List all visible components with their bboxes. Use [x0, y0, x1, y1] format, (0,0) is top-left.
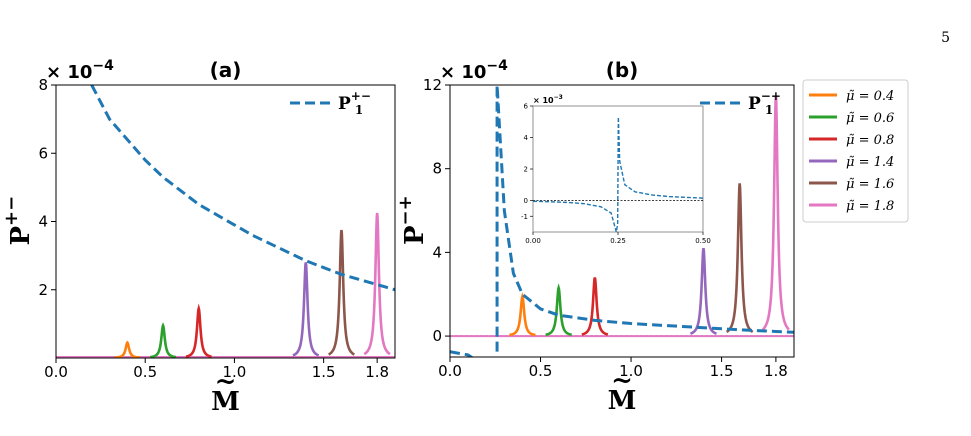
legend-label-mu-0-6: μ̃ = 0.6: [846, 111, 894, 126]
inset-multiplier: × 10−3: [533, 94, 563, 105]
dashed-series-P1: [90, 85, 395, 292]
inset-x-tick-label: 0.50: [695, 237, 711, 245]
x-tick-label: 1.5: [312, 363, 336, 381]
y-tick-label: 6: [38, 144, 48, 162]
y-multiplier: × 10−4: [440, 58, 508, 83]
dashed-legend-sub: 1: [765, 103, 773, 117]
peak-mu-1-6: [328, 229, 355, 356]
legend-label-mu-1-8: μ̃ = 1.8: [846, 199, 894, 214]
inset-multiplier-exponent: −3: [554, 94, 563, 101]
peak-mu-0-4: [114, 340, 141, 358]
panel-title: (a): [210, 58, 242, 82]
x-tick-label: 0.0: [44, 363, 68, 381]
x-tick-label: 1.8: [764, 362, 788, 380]
peak-mu-0-6: [545, 283, 572, 337]
inset-y-tick-label: 2: [524, 166, 528, 174]
x-axis-label: M: [608, 386, 637, 416]
mu-legend: μ̃ = 0.4 μ̃ = 0.6 μ̃ = 0.8 μ̃ = 1.4 μ̃ = 1.6…: [802, 79, 909, 223]
y-multiplier: × 10−4: [46, 58, 114, 83]
inset-y-tick-label: 0: [524, 197, 528, 205]
legend-label-mu-1-6: μ̃ = 1.6: [846, 177, 894, 192]
y-tick-label: 0: [432, 327, 442, 345]
legend-label-mu-0-8: μ̃ = 0.8: [846, 133, 894, 148]
dashed-legend-sup: +−: [351, 89, 371, 103]
panel-a: 0.0 0.5 1.0 1.5 1.8 2 4 6 8× 10−4 (a) M~ P+− P+− 1: [1, 58, 396, 417]
x-tick-label: 1.0: [619, 362, 643, 380]
y-axis-label: P+−: [1, 196, 36, 246]
y-axis-label: P−+: [395, 195, 430, 245]
inset-x-tick-label: 0.00: [525, 237, 541, 245]
x-tick-label: 1.8: [365, 363, 389, 381]
x-tick-label: 0.5: [133, 363, 157, 381]
inset-y-tick-label: 6: [524, 103, 529, 111]
dashed-legend-sup: −+: [761, 89, 781, 103]
peak-mu-0-8: [581, 277, 609, 336]
dashed-legend-sub: 1: [355, 103, 363, 117]
x-axis-label-tilde: ~: [215, 367, 237, 397]
x-axis-label: M: [211, 387, 240, 417]
inset-dashed-curve: [532, 117, 704, 233]
axes-frame: [449, 84, 795, 358]
y-tick-label: 8: [432, 160, 442, 178]
x-tick-label: 1.5: [710, 362, 734, 380]
x-tick-label: 0.5: [529, 362, 553, 380]
page-number: 5: [941, 30, 950, 46]
plot-area: [450, 85, 794, 357]
y-tick-label: 12: [423, 76, 442, 94]
y-axis-label-superscript: +−: [1, 196, 22, 226]
x-tick-label: 0.0: [438, 362, 462, 380]
y-axis-label-superscript: −+: [395, 195, 416, 225]
y-tick-label: 4: [38, 213, 48, 231]
peak-mu-1-8: [363, 212, 391, 356]
y-multiplier-exponent: −4: [92, 58, 114, 74]
legend-label-mu-0-4: μ̃ = 0.4: [846, 89, 894, 104]
y-multiplier-exponent: −4: [486, 58, 508, 74]
panel-title: (b): [606, 58, 639, 82]
inset-x-tick-label: 0.25: [610, 237, 626, 245]
inset-y-tick-label: 4: [524, 134, 529, 142]
peak-mu-1-4: [689, 248, 717, 335]
inset-y-tick-label: -1: [521, 213, 528, 221]
peak-mu-1-8: [761, 95, 790, 331]
peak-mu-0-4: [509, 292, 536, 337]
peak-mu-0-8: [185, 303, 212, 358]
legend-label-mu-1-4: μ̃ = 1.4: [846, 155, 894, 170]
peak-mu-0-6: [150, 322, 177, 358]
y-tick-label: 8: [38, 76, 48, 94]
y-tick-label: 4: [432, 243, 442, 261]
y-tick-label: 2: [38, 281, 48, 299]
plot-area: [56, 85, 395, 358]
x-axis-label-tilde: ~: [611, 366, 633, 396]
inset: 0.00 0.25 0.50 -1 0 2 4 6 × 10−3: [521, 94, 711, 245]
peak-mu-1-4: [292, 262, 320, 357]
dashed-legend-label: P+− 1: [338, 89, 371, 117]
peak-mu-1-6: [725, 183, 754, 334]
x-tick-label: 1.0: [222, 363, 246, 381]
